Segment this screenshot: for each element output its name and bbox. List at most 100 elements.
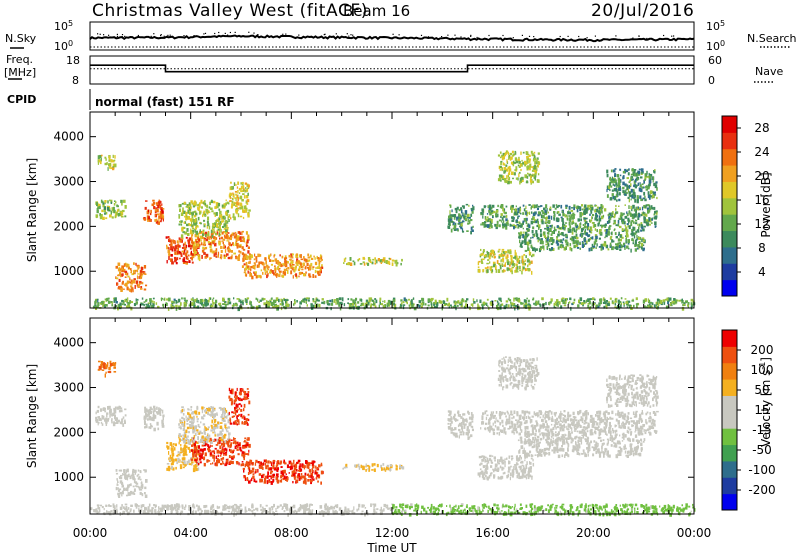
scatter-cell bbox=[558, 239, 561, 242]
scatter-cell bbox=[628, 304, 632, 307]
scatter-cell bbox=[236, 244, 239, 249]
scatter-cell bbox=[194, 250, 197, 254]
scatter-cell bbox=[575, 244, 578, 247]
scatter-cell bbox=[510, 156, 513, 160]
scatter-cell bbox=[449, 304, 452, 307]
scatter-cell bbox=[122, 280, 124, 283]
scatter-cell bbox=[650, 190, 653, 195]
scatter-cell bbox=[114, 417, 118, 420]
scatter-cell bbox=[533, 247, 536, 250]
power-ylabel: Slant Range [km] bbox=[25, 158, 39, 262]
scatter-cell bbox=[162, 303, 165, 307]
scatter-cell bbox=[651, 222, 653, 224]
scatter-cell bbox=[520, 245, 523, 248]
scatter-cell bbox=[226, 209, 230, 213]
scatter-cell bbox=[516, 224, 518, 226]
scatter-cell bbox=[669, 297, 672, 300]
scatter-cell bbox=[565, 300, 567, 304]
scatter-cell bbox=[272, 306, 275, 309]
scatter-cell bbox=[466, 298, 469, 301]
scatter-cell bbox=[536, 207, 539, 211]
scatter-cell bbox=[542, 214, 545, 219]
scatter-cell bbox=[220, 250, 223, 253]
scatter-cell bbox=[610, 169, 613, 173]
scatter-cell bbox=[606, 169, 609, 174]
scatter-cell bbox=[203, 252, 206, 255]
scatter-cell bbox=[126, 494, 129, 497]
scatter-cell bbox=[473, 301, 476, 304]
scatter-cell bbox=[554, 303, 557, 306]
scatter-cell bbox=[654, 184, 658, 189]
scatter-cell bbox=[602, 205, 604, 209]
scatter-cell bbox=[624, 215, 628, 219]
scatter-cell bbox=[561, 297, 565, 300]
scatter-cell bbox=[619, 215, 623, 217]
scatter-cell bbox=[382, 257, 386, 261]
scatter-cell bbox=[482, 269, 485, 272]
scatter-cell bbox=[128, 288, 131, 291]
nsky-spike bbox=[346, 33, 348, 35]
scatter-cell bbox=[519, 243, 523, 247]
scatter-cell bbox=[203, 443, 207, 447]
scatter-cell bbox=[233, 438, 236, 440]
scatter-cell bbox=[534, 177, 536, 181]
scatter-cell bbox=[505, 215, 508, 218]
scatter-cell bbox=[112, 167, 115, 170]
scatter-cell bbox=[533, 216, 535, 221]
scatter-cell bbox=[525, 255, 527, 259]
scatter-cell bbox=[140, 287, 143, 290]
scatter-cell bbox=[261, 297, 264, 301]
scatter-cell bbox=[514, 211, 517, 215]
scatter-cell bbox=[267, 460, 270, 464]
scatter-cell bbox=[468, 220, 471, 224]
scatter-cell bbox=[402, 301, 405, 304]
scatter-cell bbox=[656, 301, 659, 305]
scatter-cell bbox=[531, 255, 533, 258]
scatter-cell bbox=[591, 302, 593, 307]
scatter-cell bbox=[456, 216, 459, 220]
scatter-cell bbox=[507, 181, 510, 185]
scatter-cell bbox=[581, 232, 584, 235]
scatter-cell bbox=[487, 220, 489, 222]
scatter-cell bbox=[109, 162, 112, 167]
scatter-cell bbox=[564, 226, 566, 229]
scatter-cell bbox=[519, 177, 522, 182]
nsky-spike bbox=[121, 36, 123, 38]
scatter-cell bbox=[450, 306, 453, 309]
scatter-cell bbox=[161, 423, 164, 426]
scatter-cell bbox=[265, 260, 267, 265]
scatter-cell bbox=[512, 177, 514, 180]
scatter-cell bbox=[120, 477, 123, 480]
scatter-cell bbox=[532, 247, 535, 252]
scatter-cell bbox=[615, 211, 617, 215]
scatter-cell bbox=[320, 266, 324, 269]
nsearch-label: N.Search bbox=[747, 32, 797, 45]
scatter-cell bbox=[277, 460, 280, 463]
scatter-cell bbox=[179, 451, 183, 454]
scatter-cell bbox=[550, 237, 554, 241]
scatter-cell bbox=[515, 160, 519, 164]
scatter-cell bbox=[524, 163, 527, 167]
scatter-cell bbox=[607, 214, 610, 217]
scatter-cell bbox=[192, 454, 195, 458]
scatter-cell bbox=[98, 205, 101, 210]
nsky-spike bbox=[97, 33, 99, 35]
scatter-cell bbox=[124, 270, 128, 273]
scatter-cell bbox=[107, 300, 111, 304]
scatter-cell bbox=[312, 266, 314, 270]
scatter-cell bbox=[612, 196, 614, 199]
scatter-cell bbox=[296, 258, 299, 262]
scatter-cell bbox=[581, 208, 584, 211]
scatter-cell bbox=[202, 305, 205, 309]
scatter-cell bbox=[579, 207, 581, 212]
scatter-cell bbox=[186, 460, 189, 465]
scatter-cell bbox=[191, 425, 193, 427]
scatter-cell bbox=[118, 278, 121, 282]
scatter-cell bbox=[201, 453, 203, 456]
scatter-cell bbox=[286, 299, 289, 301]
scatter-cell bbox=[197, 233, 200, 236]
scatter-cell bbox=[479, 254, 482, 257]
scatter-cell bbox=[161, 424, 165, 428]
scatter-cell bbox=[618, 231, 620, 235]
scatter-cell bbox=[320, 462, 323, 467]
